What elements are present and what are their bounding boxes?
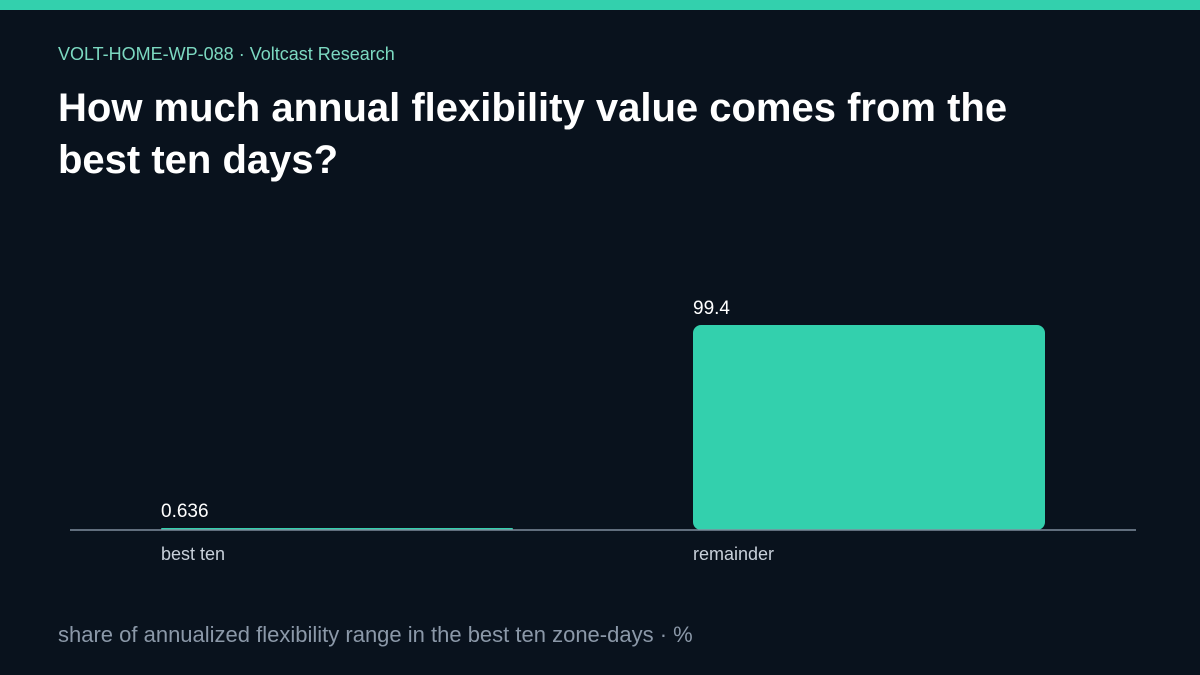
chart-caption: share of annualized flexibility range in… xyxy=(58,622,693,647)
chart-labels: 0.636 best ten 99.4 remainder xyxy=(161,298,774,564)
report-source-line: VOLT-HOME-WP-088 · Voltcast Research xyxy=(58,44,395,64)
category-label-remainder: remainder xyxy=(693,544,774,564)
top-accent-bar xyxy=(0,0,1200,10)
chart-bars xyxy=(161,325,1045,530)
chart-title: How much annual flexibility value comes … xyxy=(58,86,1008,182)
data-label-remainder: 99.4 xyxy=(693,298,730,319)
data-label-best-ten: 0.636 xyxy=(161,501,209,522)
category-label-best-ten: best ten xyxy=(161,544,225,564)
bar-remainder xyxy=(693,325,1045,530)
